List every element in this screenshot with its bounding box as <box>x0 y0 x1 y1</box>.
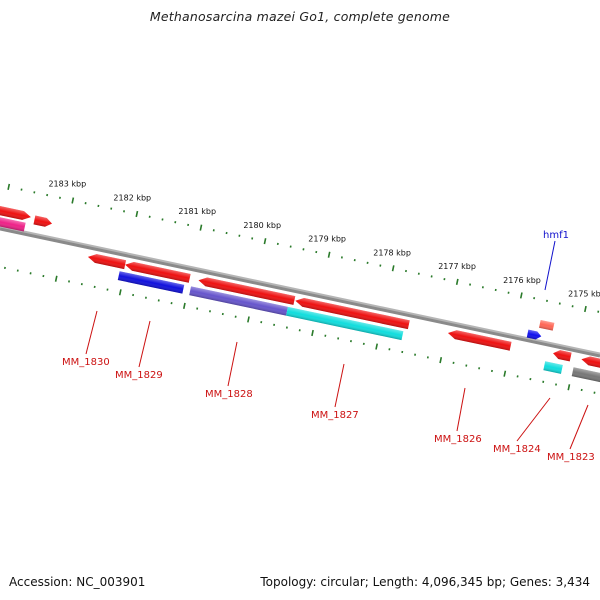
genome-summary-text: Topology: circular; Length: 4,096,345 bp… <box>260 575 590 589</box>
feature-shade <box>286 306 404 341</box>
gene-label[interactable]: MM_1823 <box>547 452 595 463</box>
feature-gene-rev-6[interactable] <box>552 349 572 362</box>
label-layer: MM_1830 MM_1829 MM_1828 MM_1827 MM_1826 MM_18… <box>62 230 595 463</box>
backbone-highlight <box>0 225 600 356</box>
scale-tick-upper <box>519 292 523 299</box>
scale-tick-upper <box>7 183 11 191</box>
gene-label-leader <box>569 404 589 450</box>
gene-label-leader <box>85 310 98 355</box>
tick-label: 2178 kbp <box>373 248 411 257</box>
scale-tick-lower <box>182 302 186 309</box>
tick-layer: 2183 kbp 2182 kbp 2181 kbp 2180 kbp 2179 kbp… <box>3 180 600 394</box>
feature-shade <box>87 254 127 270</box>
feature-gene-rev-2[interactable] <box>124 260 191 283</box>
accession-text: Accession: NC_003901 <box>9 575 146 589</box>
feature-shade <box>0 216 26 232</box>
scale-tick-upper <box>199 224 203 231</box>
gene-label[interactable]: MM_1830 <box>62 357 110 368</box>
scale-tick-upper <box>71 197 75 204</box>
tick-label: 2180 kbp <box>243 221 281 230</box>
scale-tick-upper <box>584 305 587 313</box>
scale-tick-lower <box>375 343 379 350</box>
gene-label-leader <box>138 320 151 368</box>
scale-tick-lower <box>439 357 443 364</box>
feature-shade <box>571 367 600 385</box>
backbone-layer <box>0 225 600 358</box>
feature-shade <box>553 350 572 362</box>
scale-tick-lower <box>503 370 507 377</box>
scale-tick-upper <box>391 265 395 272</box>
feature-gene-fwd-1[interactable] <box>0 205 32 222</box>
scale-tick-lower <box>311 329 314 337</box>
feature-gene-rev-3[interactable] <box>198 276 296 305</box>
feature-shade <box>189 286 288 316</box>
feature-cds-rev-6[interactable] <box>543 361 563 374</box>
feature-shade <box>0 205 31 220</box>
gene-label-leader <box>516 397 551 442</box>
feature-gene-rev-4[interactable] <box>294 296 410 330</box>
feature-cds-rev-3[interactable] <box>189 286 288 316</box>
tick-label: 2179 kbp <box>308 235 346 244</box>
feature-shade <box>526 329 542 340</box>
feature-layer <box>0 205 600 385</box>
gene-label[interactable]: hmf1 <box>543 230 569 241</box>
feature-gene-hmf1[interactable] <box>539 319 555 331</box>
tick-label: 2182 kbp <box>113 193 151 202</box>
feature-shade <box>295 297 410 330</box>
scale-tick-upper <box>455 278 459 285</box>
gene-label[interactable]: MM_1828 <box>205 389 253 400</box>
tick-label: 2177 kbp <box>438 262 476 271</box>
scale-tick-lower <box>54 275 58 282</box>
feature-cds-hmf1[interactable] <box>526 329 542 341</box>
scale-tick-upper <box>327 251 331 258</box>
tick-label: 2181 kbp <box>178 207 216 216</box>
feature-cds-rev-7[interactable] <box>571 367 600 385</box>
feature-cds-rev-4[interactable] <box>286 306 404 341</box>
feature-shade <box>117 271 185 294</box>
tick-label: 2183 kbp <box>48 180 86 189</box>
scale-tick-upper <box>135 210 139 218</box>
tick-label: 2175 kbp <box>568 290 600 299</box>
gene-label-leader <box>227 341 238 387</box>
scale-tick-lower <box>118 289 122 296</box>
feature-shade <box>33 215 53 227</box>
gene-label[interactable]: MM_1824 <box>493 444 541 455</box>
feature-gene-rev-7[interactable] <box>580 355 600 372</box>
feature-shade <box>447 330 512 351</box>
feature-gene-fwd-2[interactable] <box>33 215 53 229</box>
gene-label-leader <box>334 363 345 408</box>
genome-title: Methanosarcina mazei Go1, complete genom… <box>149 9 451 24</box>
gene-label-leader <box>456 387 466 432</box>
feature-cds-fwd-1[interactable] <box>0 216 26 232</box>
feature-gene-rev-5[interactable] <box>447 329 512 351</box>
gene-label-leader <box>544 240 556 291</box>
gene-label[interactable]: MM_1827 <box>311 410 359 421</box>
gene-label[interactable]: MM_1826 <box>434 434 482 445</box>
scale-tick-upper <box>263 238 267 245</box>
scale-tick-lower <box>567 384 571 391</box>
backbone-line <box>0 227 600 358</box>
feature-shade <box>125 261 191 283</box>
feature-shade <box>581 356 600 372</box>
feature-shade <box>539 319 555 331</box>
gene-label[interactable]: MM_1829 <box>115 370 163 381</box>
feature-cds-rev-2[interactable] <box>117 271 185 294</box>
feature-shade <box>543 361 563 374</box>
feature-shade <box>198 277 296 305</box>
scale-tick-lower <box>247 316 250 323</box>
tick-label: 2176 kbp <box>503 276 541 285</box>
feature-gene-rev-1[interactable] <box>87 252 127 270</box>
